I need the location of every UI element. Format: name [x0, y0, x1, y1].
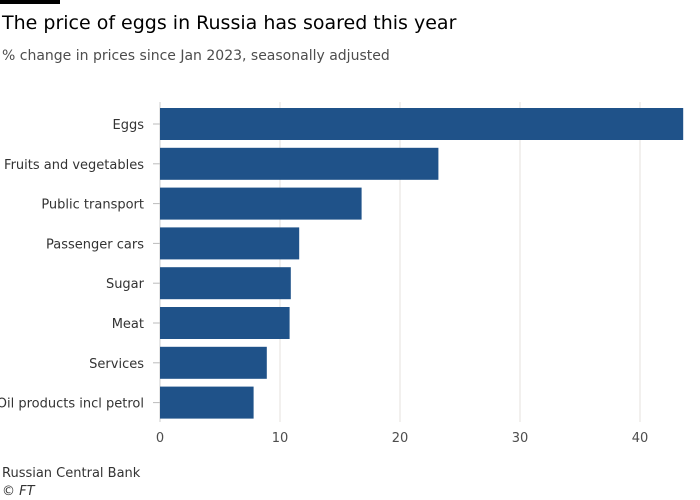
bar-eggs: [160, 108, 684, 140]
x-tick-label: 10: [272, 431, 289, 446]
category-label: Passenger cars: [46, 237, 144, 252]
bar-services: [160, 346, 267, 379]
source-note: Russian Central Bank: [2, 466, 141, 481]
category-label: Services: [89, 357, 144, 372]
x-tick-label: 30: [512, 431, 529, 446]
x-tick-label: 40: [632, 431, 649, 446]
category-label: Meat: [112, 317, 144, 332]
chart-subtitle: % change in prices since Jan 2023, seaso…: [2, 48, 390, 64]
bar-fruits-and-vegetables: [160, 147, 439, 180]
x-tick-label: 20: [392, 431, 409, 446]
bar-sugar: [160, 267, 291, 300]
chart-title: The price of eggs in Russia has soared t…: [2, 12, 457, 34]
bar-public-transport: [160, 187, 362, 220]
ft-brand-bar: [0, 0, 60, 4]
credit: © FT: [2, 484, 35, 499]
bar-oil-products-incl-petrol: [160, 386, 254, 419]
category-label: Eggs: [113, 118, 145, 133]
category-label: Public transport: [41, 198, 144, 213]
category-label: Oil products incl petrol: [0, 397, 144, 412]
bar-meat: [160, 307, 290, 339]
category-label: Fruits and vegetables: [4, 158, 144, 173]
bar-passenger-cars: [160, 227, 300, 260]
category-label: Sugar: [106, 277, 145, 292]
x-tick-label: 0: [156, 431, 164, 446]
